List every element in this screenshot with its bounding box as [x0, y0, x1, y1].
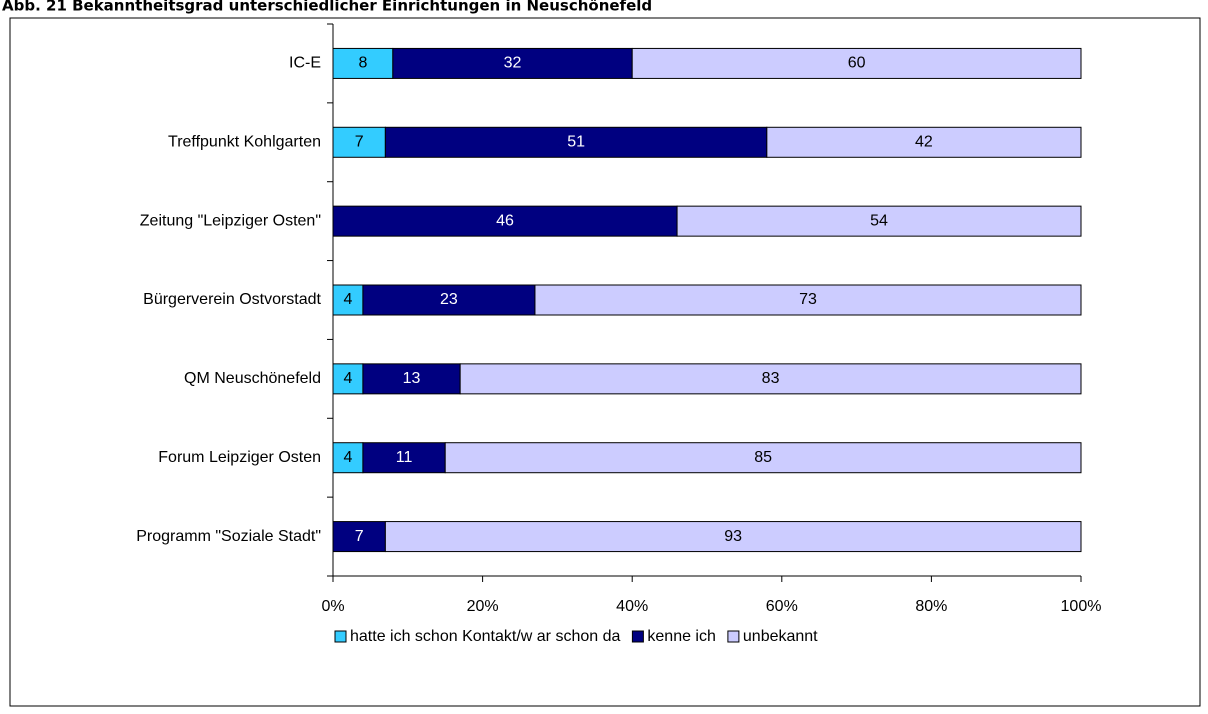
x-tick-label: 0% [321, 598, 344, 615]
chart-title: Abb. 21 Bekanntheitsgrad unterschiedlich… [2, 0, 652, 15]
legend-swatch [631, 630, 644, 643]
bar-segment [332, 47, 394, 79]
data-label: 23 [440, 291, 458, 308]
bar-segment [332, 442, 364, 474]
y-tick-label: Bürgerverein Ostvorstadt [143, 291, 321, 308]
data-label: 93 [724, 528, 742, 545]
data-label: 7 [355, 528, 364, 545]
bar-segment [766, 126, 1082, 158]
y-tick-label: IC-E [289, 55, 321, 72]
data-label: 4 [344, 449, 353, 466]
legend-swatch [334, 630, 347, 643]
y-tick-label: QM Neuschönefeld [184, 370, 321, 387]
legend-swatch [727, 630, 740, 643]
data-label: 73 [799, 291, 817, 308]
x-tick-label: 60% [766, 598, 798, 615]
y-tick-label: Treffpunkt Kohlgarten [168, 134, 321, 151]
y-tick-label: Programm "Soziale Stadt" [136, 528, 321, 545]
bar-segment [392, 47, 633, 79]
data-label: 4 [344, 370, 353, 387]
bar-segment [534, 284, 1082, 316]
bar-segment [332, 363, 364, 395]
x-tick-label: 20% [467, 598, 499, 615]
data-label: 32 [504, 55, 522, 72]
data-label: 42 [915, 134, 933, 151]
data-label: 51 [567, 134, 585, 151]
data-label: 11 [396, 449, 413, 466]
data-label: 7 [355, 134, 364, 151]
bar-segment [332, 205, 678, 237]
y-tick-label: Forum Leipziger Osten [158, 449, 321, 466]
bar-segment [362, 284, 536, 316]
legend-label: unbekannt [743, 628, 818, 645]
bar-segment [332, 284, 364, 316]
x-tick-label: 80% [915, 598, 947, 615]
chart-border [9, 17, 1201, 707]
bar-segment [384, 126, 768, 158]
data-label: 85 [754, 449, 772, 466]
bar-segment [444, 442, 1082, 474]
legend-label: kenne ich [647, 628, 716, 645]
bar-segment [362, 363, 461, 395]
data-label: 46 [496, 212, 514, 229]
x-tick-label: 40% [616, 598, 648, 615]
data-label: 8 [358, 55, 367, 72]
data-label: 4 [344, 291, 353, 308]
bar-segment [631, 47, 1082, 79]
x-tick-label: 100% [1061, 598, 1102, 615]
legend-label: hatte ich schon Kontakt/w ar schon da [350, 628, 620, 645]
bar-segment [362, 442, 446, 474]
data-label: 83 [762, 370, 780, 387]
bar-segment [676, 205, 1082, 237]
bar-segment [459, 363, 1082, 395]
data-label: 54 [870, 212, 888, 229]
bar-segment [332, 521, 386, 553]
y-tick-label: Zeitung "Leipziger Osten" [140, 212, 321, 229]
data-label: 13 [403, 370, 421, 387]
data-label: 60 [848, 55, 866, 72]
bar-segment [384, 521, 1082, 553]
